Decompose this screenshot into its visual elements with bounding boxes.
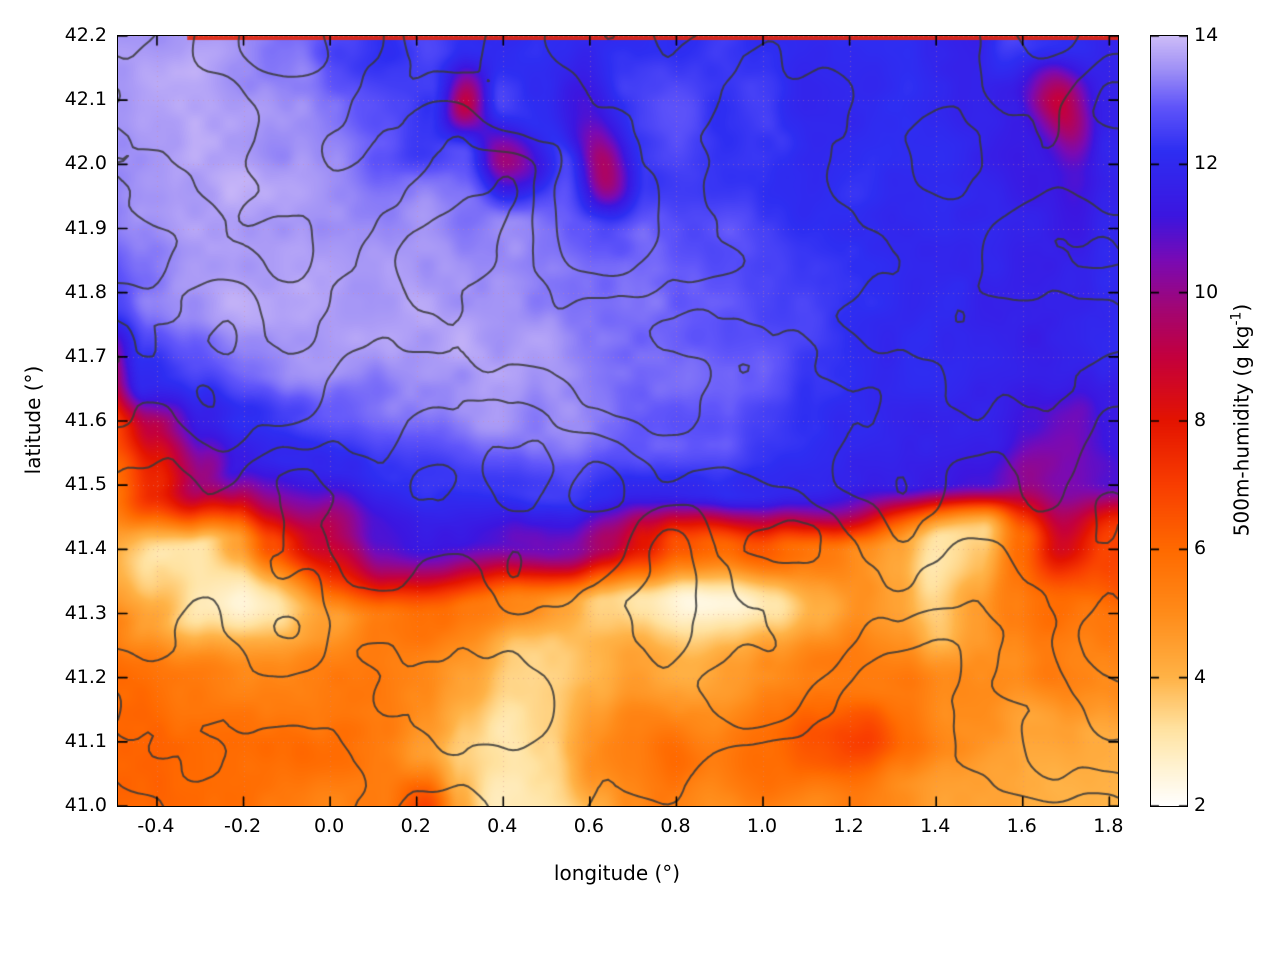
colorbar-tick-label: 10 [1194,280,1219,303]
colorbar-tick-label: 14 [1194,24,1219,46]
y-tick-label: 41.5 [64,473,107,496]
y-axis-title-text: latitude (°) [21,365,45,475]
y-tick-label: 42.1 [64,88,107,111]
x-axis-title-text: longitude (°) [553,861,681,885]
colorbar-tick-label: 4 [1194,665,1207,688]
colorbar-tick-label: 12 [1194,152,1219,175]
colorbar-tick-label: 2 [1194,794,1207,816]
y-tick-label: 41.2 [64,665,107,688]
colorbar-tick-label: 6 [1194,537,1207,560]
x-tick-label: 1.2 [833,815,864,837]
y-tick-label: 41.1 [64,729,107,752]
plot-area [117,35,1119,807]
x-axis-title: longitude (°) [554,861,680,885]
y-axis-title: latitude (°) [21,366,45,475]
colorbar-tick-label: 8 [1194,409,1207,431]
x-tick-label: 0.0 [314,815,345,837]
colorbar-canvas [1151,36,1187,806]
x-tick-label: -0.2 [223,815,262,837]
x-tick-label: 0.8 [660,815,691,837]
colorbar [1150,35,1188,807]
heatmap-canvas [118,36,1118,806]
y-tick-label: 41.7 [64,344,107,367]
colorbar-title-text: 500m-humidity (g kg [1229,325,1254,537]
y-tick-label: 42.2 [64,24,107,46]
colorbar-title-sup: -1 [1228,311,1245,326]
y-tick-label: 41.4 [64,537,107,560]
x-tick-label: 1.0 [746,815,778,837]
x-tick-label: 1.4 [920,815,951,837]
x-tick-label: 1.6 [1006,815,1037,837]
x-tick-label: 0.2 [400,815,431,837]
x-tick-label: -0.4 [137,815,175,837]
x-tick-label: 0.6 [573,815,604,837]
y-tick-label: 42.0 [64,152,107,175]
y-tick-label: 41.3 [64,601,107,624]
x-tick-label: 1.8 [1093,815,1124,837]
y-tick-label: 41.6 [64,409,107,431]
colorbar-title: 500m-humidity (g kg-1) [1229,304,1254,536]
y-tick-label: 41.0 [64,794,107,816]
colorbar-title-suffix: ) [1229,303,1254,312]
x-tick-label: 0.4 [487,815,518,837]
y-tick-label: 41.8 [64,280,107,303]
y-tick-label: 41.9 [64,216,107,239]
